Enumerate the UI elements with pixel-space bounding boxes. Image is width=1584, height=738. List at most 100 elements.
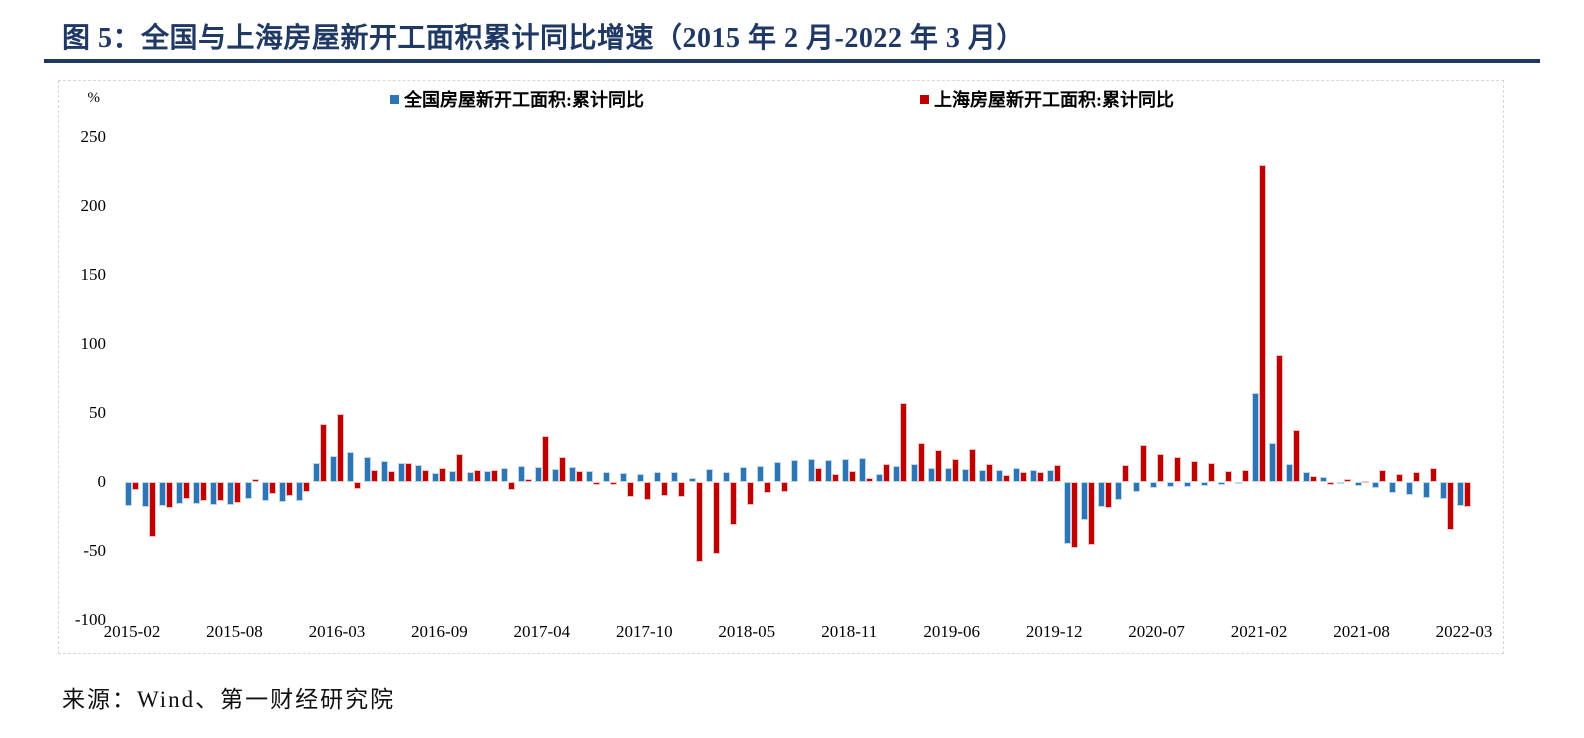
- bar-shanghai: [1224, 470, 1232, 482]
- legend-swatch-shanghai: [920, 94, 929, 104]
- title-divider: [44, 59, 1540, 63]
- bar-shanghai: [234, 482, 242, 503]
- bar-national: [842, 458, 850, 482]
- bar-shanghai: [610, 482, 618, 485]
- bar-shanghai: [336, 414, 344, 482]
- y-tick-label: 50: [89, 403, 106, 422]
- bar-national: [569, 467, 576, 482]
- bar-national: [927, 467, 935, 482]
- bar-shanghai: [490, 469, 498, 482]
- bar-national: [1354, 482, 1362, 487]
- bar-shanghai: [1378, 469, 1386, 482]
- x-tick-label: 2015-08: [206, 622, 263, 641]
- legend-swatch-national: [390, 94, 399, 104]
- bar-shanghai: [644, 482, 652, 500]
- bar-national: [876, 473, 884, 482]
- bar-shanghai: [541, 436, 549, 482]
- bar-shanghai: [1020, 472, 1027, 482]
- y-tick-label: 250: [80, 127, 107, 146]
- bar-national: [159, 482, 167, 506]
- bar-national: [808, 459, 816, 482]
- bar-national: [961, 468, 969, 482]
- bar-national: [1457, 482, 1464, 507]
- bar-shanghai: [439, 468, 447, 482]
- x-tick-label: 2019-06: [923, 622, 981, 641]
- bar-national: [1149, 482, 1157, 489]
- bar-national: [364, 456, 372, 482]
- bar-shanghai: [354, 482, 361, 489]
- bar-national: [1235, 482, 1242, 484]
- bar-shanghai: [866, 477, 874, 482]
- bar-shanghai: [473, 469, 481, 482]
- x-tick-label: 2021-08: [1333, 622, 1390, 641]
- bar-national: [415, 465, 423, 482]
- bar-shanghai: [1105, 482, 1113, 509]
- bar-shanghai: [183, 482, 191, 499]
- bar-national: [773, 462, 781, 482]
- bar-shanghai: [1276, 355, 1284, 482]
- bar-national: [483, 470, 491, 482]
- bar-shanghai: [1122, 465, 1130, 482]
- bar-shanghai: [524, 479, 532, 482]
- bar-shanghai: [1088, 482, 1096, 546]
- bar-shanghai: [1173, 457, 1181, 482]
- bar-national: [722, 471, 730, 482]
- x-tick-label: 2018-05: [718, 622, 776, 641]
- bar-shanghai: [302, 482, 310, 492]
- bar-shanghai: [1156, 454, 1164, 482]
- bar-shanghai: [1139, 444, 1147, 482]
- bar-national: [995, 470, 1003, 482]
- bar-national: [1098, 482, 1106, 508]
- bar-shanghai: [815, 468, 823, 482]
- legend-item-national: 全国房屋新开工面积:累计同比: [390, 88, 644, 110]
- bar-shanghai: [558, 457, 566, 482]
- plot-area: [115, 137, 1495, 620]
- bar-shanghai: [1446, 482, 1454, 531]
- bar-national: [910, 463, 918, 482]
- bar-shanghai: [883, 464, 891, 482]
- bar-national: [1217, 482, 1225, 485]
- bar-national: [1337, 482, 1345, 484]
- bar-shanghai: [832, 473, 840, 482]
- x-tick-label: 2019-12: [1025, 622, 1083, 641]
- bar-shanghai: [1242, 469, 1249, 482]
- y-tick-label: -50: [83, 541, 106, 560]
- bar-national: [193, 482, 201, 504]
- legend-label-national: 全国房屋新开工面积:累计同比: [404, 90, 644, 110]
- bar-national: [603, 471, 611, 482]
- bar-national: [449, 470, 457, 482]
- bar-shanghai: [849, 470, 857, 482]
- x-tick-label: 2020-07: [1128, 622, 1185, 641]
- bar-national: [381, 461, 389, 482]
- bar-national: [227, 482, 235, 506]
- bar-national: [432, 472, 440, 482]
- bar-shanghai: [1002, 475, 1010, 482]
- bar-national: [688, 477, 696, 482]
- bar-national: [551, 468, 559, 482]
- bar-shanghai: [388, 470, 396, 482]
- bar-shanghai: [1310, 476, 1318, 482]
- bar-shanghai: [1259, 164, 1267, 482]
- bar-national: [1030, 470, 1038, 482]
- legend-label-shanghai: 上海房屋新开工面积:累计同比: [934, 90, 1174, 110]
- bar-shanghai: [985, 464, 993, 482]
- bar-national: [176, 482, 184, 505]
- bar-national: [620, 472, 628, 482]
- bar-national: [398, 463, 406, 482]
- bar-national: [791, 460, 798, 482]
- bar-national: [893, 465, 901, 482]
- chart-title: 图 5：全国与上海房屋新开工面积累计同比增速（2015 年 2 月-2022 年…: [62, 23, 1025, 54]
- bar-shanghai: [917, 443, 925, 482]
- chart-frame: [58, 80, 1504, 654]
- bar-shanghai: [695, 482, 703, 563]
- bar-national: [142, 482, 150, 508]
- bar-national: [586, 470, 594, 482]
- bar-shanghai: [780, 482, 788, 492]
- legend-item-shanghai: 上海房屋新开工面积:累计同比: [920, 88, 1174, 110]
- bar-national: [705, 468, 713, 482]
- bar-national: [1371, 482, 1379, 489]
- bar-national: [1320, 476, 1328, 482]
- bar-shanghai: [712, 482, 720, 554]
- bar-shanghai: [1071, 482, 1079, 549]
- bar-national: [1047, 470, 1055, 482]
